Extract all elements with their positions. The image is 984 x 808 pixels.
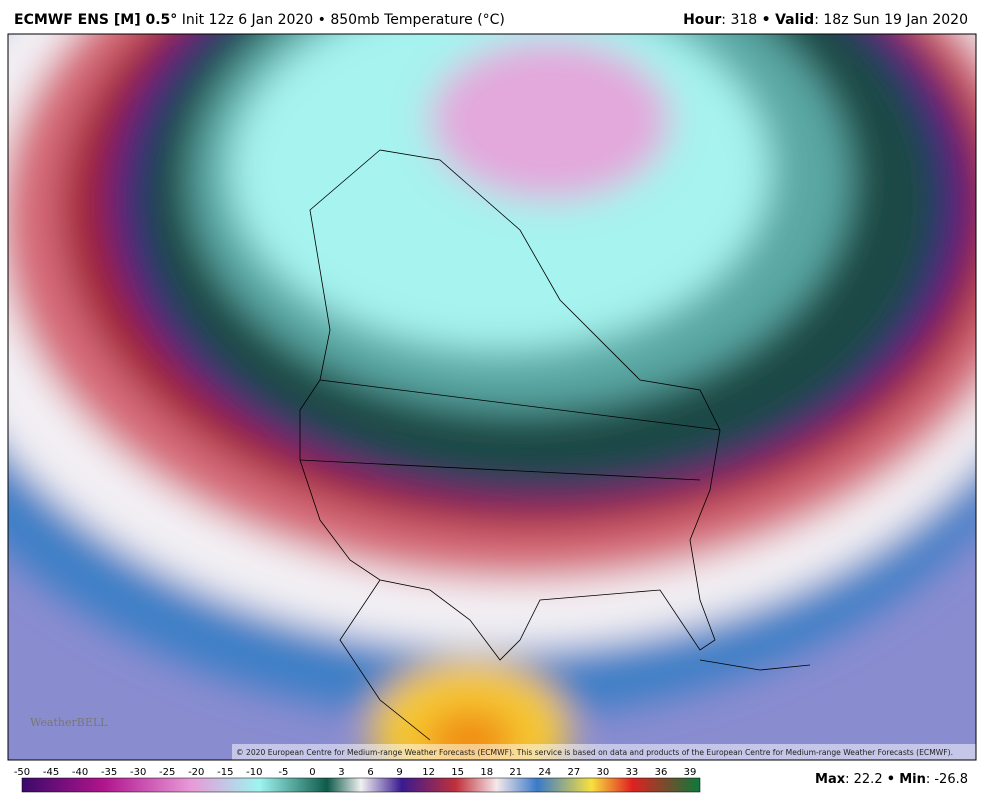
colorbar-tick-label: -35: [101, 767, 117, 778]
colorbar-tick-label: 27: [567, 767, 580, 778]
colorbar-tick-label: 39: [684, 767, 697, 778]
colorbar-tick-label: -15: [217, 767, 233, 778]
header-left: ECMWF ENS [M] 0.5° Init 12z 6 Jan 2020 •…: [14, 12, 505, 28]
colorbar-tick-label: 6: [367, 767, 373, 778]
logo: WeatherBELL: [30, 716, 108, 729]
borders: [299, 149, 811, 741]
colorbar: [21, 777, 701, 793]
stats: Max: 22.2 • Min: -26.8: [815, 772, 968, 787]
min-label: Min: [899, 772, 926, 787]
colorbar-tick-label: 9: [396, 767, 402, 778]
colorbar-ticks: -50 -45 -40 -35 -30 -25 -20 -15 -10 -5 0 3 6 9 12 15 18 2…: [14, 767, 697, 778]
hour-label: Hour: [683, 12, 722, 28]
valid-label: Valid: [775, 12, 815, 28]
colorbar-tick-label: 18: [480, 767, 493, 778]
colorbar-tick-label: 36: [655, 767, 668, 778]
sep: •: [761, 12, 771, 28]
colorbar-tick-label: 30: [597, 767, 610, 778]
min: -26.8: [934, 772, 968, 787]
colorbar-tick-label: -40: [72, 767, 88, 778]
details: Init 12z 6 Jan 2020 • 850mb Temperature …: [181, 12, 505, 28]
colorbar-tick-label: 15: [451, 767, 464, 778]
colorbar-tick-label: 33: [626, 767, 639, 778]
colorbar-tick-label: -10: [246, 767, 262, 778]
hour: 318: [730, 12, 758, 28]
colorbar-tick-label: -50: [14, 767, 30, 778]
valid: 18z Sun 19 Jan 2020: [823, 12, 968, 28]
colorbar-tick-label: -45: [43, 767, 59, 778]
colorbar-tick-label: 0: [309, 767, 315, 778]
colorbar-tick-label: 21: [509, 767, 522, 778]
model: ECMWF ENS [M] 0.5°: [14, 12, 178, 28]
header-right: Hour: 318 • Valid: 18z Sun 19 Jan 2020: [683, 12, 968, 28]
max: 22.2: [853, 772, 883, 787]
colorbar-tick-label: 24: [538, 767, 551, 778]
sep: •: [886, 772, 896, 787]
colorbar-tick-label: -5: [278, 767, 288, 778]
copyright: © 2020 European Centre for Medium-range …: [236, 748, 953, 757]
colorbar-tick-label: 3: [338, 767, 344, 778]
colorbar-tick-label: -30: [130, 767, 146, 778]
colorbar-tick-label: 12: [422, 767, 435, 778]
colorbar-tick-label: -20: [188, 767, 204, 778]
max-label: Max: [815, 772, 846, 787]
colorbar-tick-label: -25: [159, 767, 175, 778]
